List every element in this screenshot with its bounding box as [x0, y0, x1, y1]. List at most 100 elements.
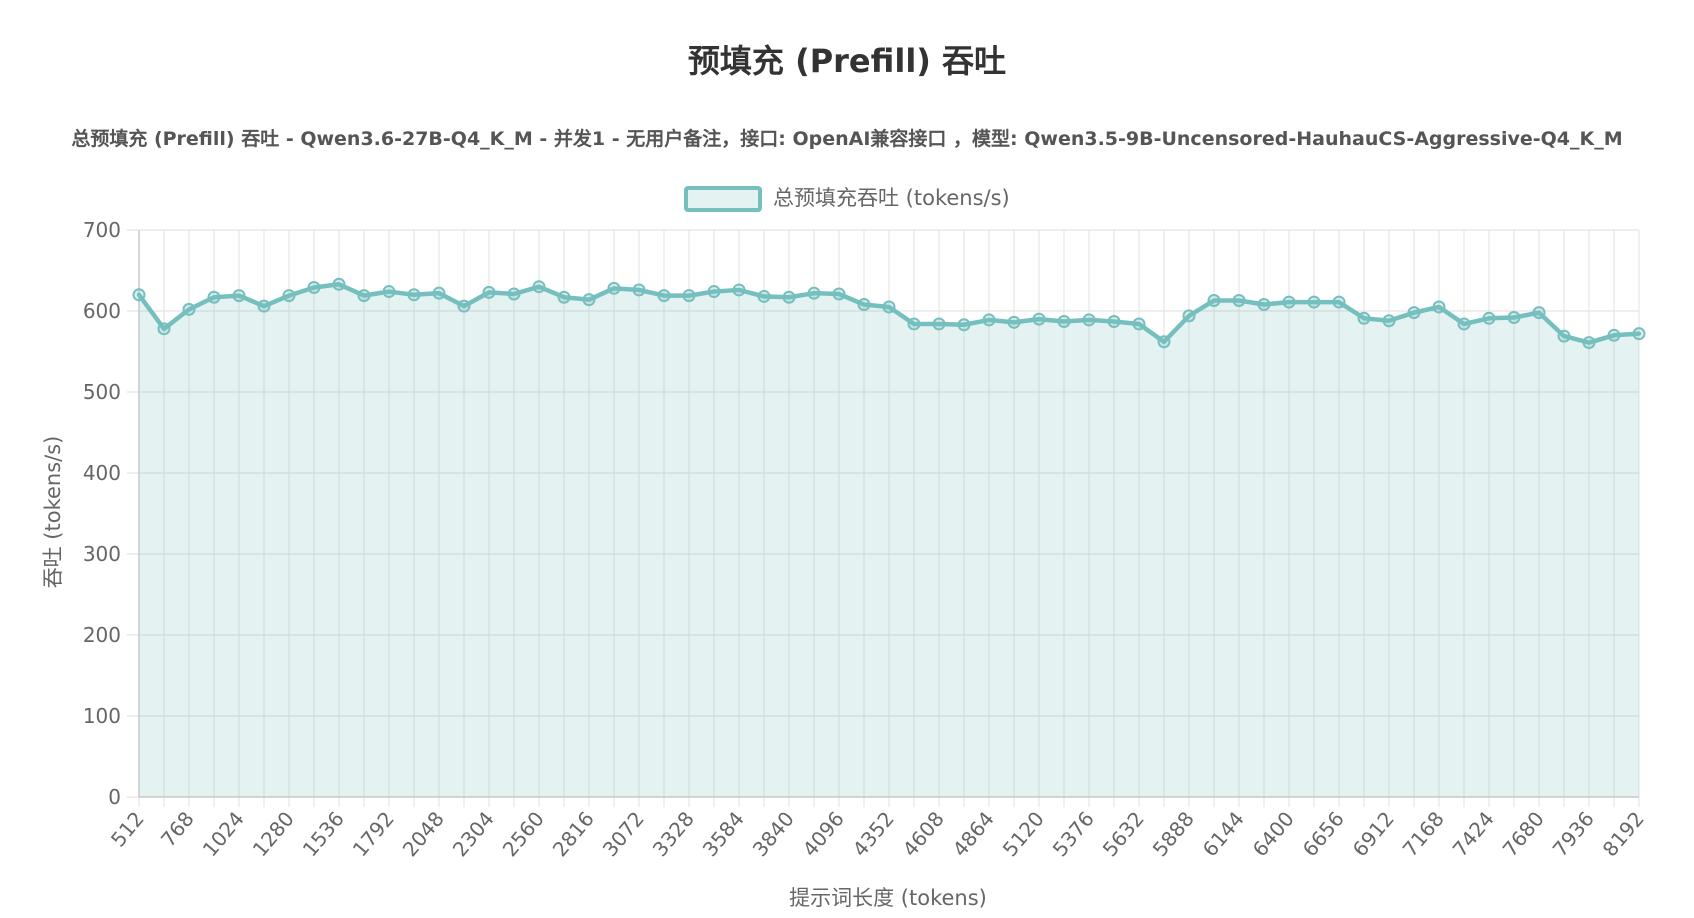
series-points [132, 277, 1646, 350]
data-point[interactable] [1407, 306, 1421, 320]
data-point[interactable] [1382, 314, 1396, 328]
data-point[interactable] [1057, 315, 1071, 329]
data-point[interactable] [357, 289, 371, 303]
data-point[interactable] [132, 288, 146, 302]
data-point[interactable] [1507, 310, 1521, 324]
data-point[interactable] [1182, 309, 1196, 323]
x-tick-label: 4352 [848, 807, 899, 861]
legend-swatch[interactable] [684, 186, 762, 212]
x-tick-label: 1792 [348, 807, 399, 861]
data-point[interactable] [807, 286, 821, 300]
data-point[interactable] [282, 289, 296, 303]
x-tick-label: 1024 [198, 807, 249, 861]
data-point[interactable] [632, 283, 646, 297]
series-line-path [136, 282, 1642, 345]
chart-subtitle: 总预填充 (Prefill) 吞吐 - Qwen3.6-27B-Q4_K_M -… [71, 128, 1623, 150]
data-point[interactable] [1632, 327, 1646, 341]
x-tick-label: 1280 [248, 807, 299, 861]
data-point[interactable] [1107, 315, 1121, 329]
x-tick-label: 5120 [998, 807, 1049, 861]
data-point[interactable] [1307, 295, 1321, 309]
series-line [136, 282, 1642, 345]
data-point[interactable] [757, 289, 771, 303]
data-point[interactable] [932, 317, 946, 331]
data-point[interactable] [1132, 317, 1146, 331]
data-point[interactable] [732, 283, 746, 297]
data-point[interactable] [557, 290, 571, 304]
data-point[interactable] [1257, 298, 1271, 312]
x-tick-label: 8192 [1598, 807, 1649, 861]
x-tick-label: 5888 [1148, 807, 1199, 861]
y-axis-label: 吞吐 (tokens/s) [41, 436, 65, 589]
data-point[interactable] [332, 277, 346, 291]
x-tick-label: 3328 [648, 807, 699, 861]
data-point[interactable] [1332, 295, 1346, 309]
data-point[interactable] [1582, 336, 1596, 350]
x-tick-label: 2816 [548, 807, 599, 861]
axes [138, 230, 1639, 798]
x-tick-label: 3584 [698, 807, 749, 861]
legend-label[interactable]: 总预填充吞吐 (tokens/s) [773, 186, 1010, 210]
y-tick-label: 200 [83, 623, 121, 647]
data-point[interactable] [207, 290, 221, 304]
legend[interactable]: 总预填充吞吐 (tokens/s) [684, 186, 1010, 212]
data-point[interactable] [1607, 328, 1621, 342]
x-tick-label: 4096 [798, 807, 849, 861]
x-tick-label: 6656 [1298, 807, 1349, 861]
y-tick-label: 0 [108, 785, 121, 809]
data-point[interactable] [1357, 311, 1371, 325]
data-point[interactable] [1557, 329, 1571, 343]
data-point[interactable] [782, 290, 796, 304]
x-tick-label: 7936 [1548, 807, 1599, 861]
data-point[interactable] [157, 322, 171, 336]
data-point[interactable] [407, 288, 421, 302]
x-tick-label: 7424 [1448, 807, 1499, 861]
x-tick-label: 3840 [748, 807, 799, 861]
data-point[interactable] [182, 302, 196, 316]
data-point[interactable] [882, 300, 896, 314]
x-tick-label: 7680 [1498, 807, 1549, 861]
data-point[interactable] [1082, 313, 1096, 327]
data-point[interactable] [1282, 295, 1296, 309]
x-tick-label: 4864 [948, 807, 999, 861]
y-tick-label: 500 [83, 380, 121, 404]
data-point[interactable] [1482, 311, 1496, 325]
chart-title: 预填充 (Prefill) 吞吐 [687, 42, 1007, 80]
data-point[interactable] [607, 281, 621, 295]
data-point[interactable] [1157, 335, 1171, 349]
data-point[interactable] [682, 289, 696, 303]
data-point[interactable] [257, 299, 271, 313]
data-point[interactable] [982, 313, 996, 327]
data-point[interactable] [907, 317, 921, 331]
x-tick-label: 2048 [398, 807, 449, 861]
data-point[interactable] [957, 318, 971, 332]
data-point[interactable] [532, 280, 546, 294]
data-point[interactable] [507, 287, 521, 301]
data-point[interactable] [232, 289, 246, 303]
x-tick-label: 6144 [1198, 807, 1249, 861]
y-tick-label: 700 [83, 218, 121, 242]
x-tick-label: 4608 [898, 807, 949, 861]
x-tick-label: 6400 [1248, 807, 1299, 861]
data-point[interactable] [582, 293, 596, 307]
data-point[interactable] [1532, 306, 1546, 320]
x-tick-labels: 512 7681024128015361792204823042560281630… [106, 807, 1649, 861]
data-point[interactable] [482, 285, 496, 299]
data-point[interactable] [1432, 300, 1446, 314]
data-point[interactable] [657, 289, 671, 303]
data-point[interactable] [382, 285, 396, 299]
data-point[interactable] [1032, 312, 1046, 326]
x-tick-label: 3072 [598, 807, 649, 861]
data-point[interactable] [457, 299, 471, 313]
data-point[interactable] [432, 286, 446, 300]
data-point[interactable] [1232, 293, 1246, 307]
data-point[interactable] [832, 287, 846, 301]
data-point[interactable] [707, 285, 721, 299]
data-point[interactable] [1457, 317, 1471, 331]
data-point[interactable] [1207, 293, 1221, 307]
data-point[interactable] [1007, 315, 1021, 329]
y-tick-label: 300 [83, 542, 121, 566]
data-point[interactable] [857, 298, 871, 312]
data-point[interactable] [307, 281, 321, 295]
x-tick-label: 2304 [448, 807, 499, 861]
